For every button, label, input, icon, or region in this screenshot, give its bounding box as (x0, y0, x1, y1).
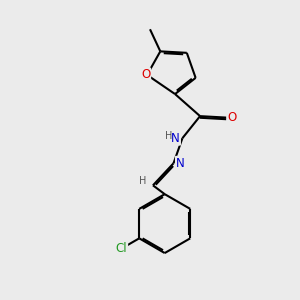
Text: O: O (141, 68, 150, 81)
Text: N: N (171, 132, 180, 145)
Text: H: H (166, 131, 173, 141)
Text: O: O (227, 111, 236, 124)
Text: H: H (139, 176, 146, 186)
Text: N: N (176, 157, 185, 170)
Text: Cl: Cl (116, 242, 127, 255)
